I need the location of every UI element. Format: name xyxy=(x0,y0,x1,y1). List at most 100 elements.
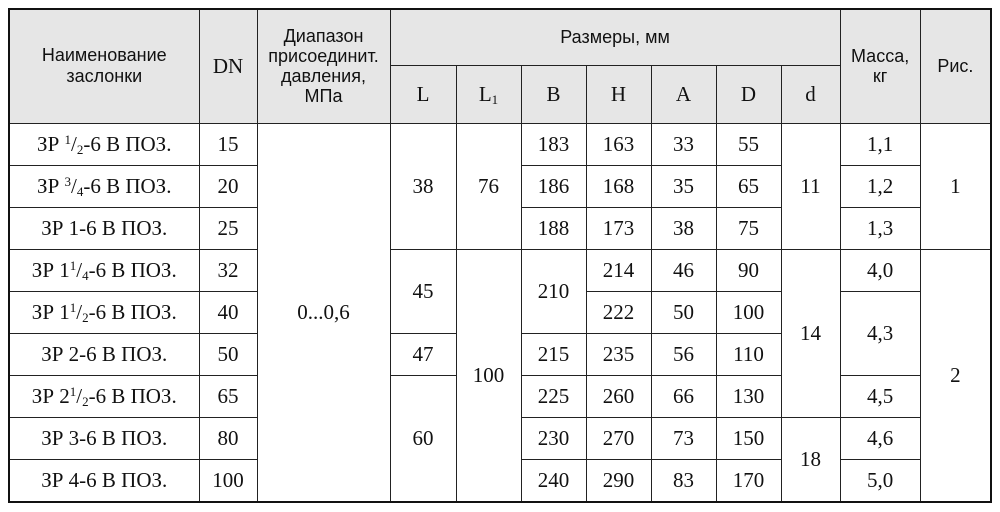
name-slash: / xyxy=(71,173,77,198)
cell-d: 18 xyxy=(780,417,841,503)
header-dimensions: Размеры, мм xyxy=(389,8,841,66)
header-dn: DN xyxy=(198,8,258,124)
cell-B: 210 xyxy=(520,248,587,335)
name-pre: ЗР xyxy=(37,173,65,198)
table-row: ЗР 11/4-6 В ПОЗ. 32 45 100 210 214 46 90… xyxy=(8,248,992,503)
cell-H: 168 xyxy=(585,164,652,208)
cell-mass: 1,1 xyxy=(839,122,921,166)
header-d: d xyxy=(780,64,841,124)
cell-B: 183 xyxy=(520,122,587,166)
header-L1-base: L xyxy=(478,81,492,106)
name-sup: 1 xyxy=(64,131,72,147)
cell-A: 46 xyxy=(650,248,717,293)
header-A: A xyxy=(650,64,717,124)
name-sub: 2 xyxy=(76,141,84,157)
cell-L: 60 xyxy=(389,375,457,503)
cell-d: 11 xyxy=(780,122,841,250)
name-slash: / xyxy=(71,131,77,156)
cell-B: 225 xyxy=(520,375,587,419)
name-sup: 1 xyxy=(69,384,77,400)
cell-mass: 4,5 xyxy=(839,375,921,419)
cell-H: 222 xyxy=(585,291,652,335)
name-pre: ЗР 1 xyxy=(31,300,70,325)
cell-L1: 100 xyxy=(455,248,522,503)
cell-dn: 15 xyxy=(198,122,258,166)
header-pressure-line3: давления, xyxy=(281,66,366,87)
name-sup: 3 xyxy=(64,173,72,189)
cell-L: 47 xyxy=(389,333,457,377)
cell-B: 215 xyxy=(520,333,587,377)
table-row: ЗР 21/2-6 В ПОЗ. 65 60 225 260 66 130 4,… xyxy=(8,375,991,503)
cell-A: 56 xyxy=(650,333,717,377)
name-sub: 4 xyxy=(82,267,89,283)
cell-A: 50 xyxy=(650,291,717,335)
cell-dn: 32 xyxy=(198,248,258,293)
header-pressure: Диапазон присоединит. давления, МПа xyxy=(256,8,391,124)
cell-D: 100 xyxy=(715,291,782,335)
name-post: -6 В ПОЗ. xyxy=(88,384,177,409)
cell-D: 130 xyxy=(715,375,782,419)
name-pre: ЗР 2 xyxy=(31,384,70,409)
name-post: -6 В ПОЗ. xyxy=(83,131,172,156)
header-name: Наименование заслонки xyxy=(8,8,200,124)
table-row: ЗР 2-6 В ПОЗ. 50 47 215 235 56 110 xyxy=(8,333,991,377)
header-mass-line2: кг xyxy=(872,66,888,87)
name-slash: / xyxy=(76,257,83,282)
name-sub: 2 xyxy=(82,394,89,410)
cell-H: 270 xyxy=(585,417,652,461)
cell-mass: 5,0 xyxy=(839,459,921,503)
cell-dn: 65 xyxy=(198,375,258,419)
cell-mass: 4,6 xyxy=(839,417,921,461)
cell-B: 230 xyxy=(520,417,587,461)
row-name: ЗР 21/2-6 В ПОЗ. xyxy=(8,375,200,419)
row-name: ЗР 4-6 В ПОЗ. xyxy=(8,459,200,503)
name-sub: 4 xyxy=(76,183,84,199)
cell-H: 163 xyxy=(585,122,652,166)
name-pre: ЗР 1 xyxy=(31,257,70,282)
cell-A: 35 xyxy=(650,164,717,208)
cell-L: 38 xyxy=(389,122,457,250)
cell-L1: 76 xyxy=(455,122,522,250)
cell-mass: 4,0 xyxy=(839,248,921,293)
header-B: B xyxy=(520,64,587,124)
cell-B: 240 xyxy=(520,459,587,503)
header-name-line1: Наименование xyxy=(41,45,167,66)
cell-dn: 80 xyxy=(198,417,258,461)
cell-D: 90 xyxy=(715,248,782,293)
cell-mass: 1,3 xyxy=(839,206,921,250)
name-sup: 1 xyxy=(69,257,77,273)
cell-mass: 1,2 xyxy=(839,164,921,208)
cell-pressure: 0...0,6 xyxy=(256,122,391,503)
cell-D: 170 xyxy=(715,459,782,503)
cell-D: 75 xyxy=(715,206,782,250)
name-slash: / xyxy=(76,300,83,325)
cell-mass: 4,3 xyxy=(839,291,921,377)
cell-D: 65 xyxy=(715,164,782,208)
name-post: -6 В ПОЗ. xyxy=(88,257,177,282)
row-name: ЗР 3/4-6 В ПОЗ. xyxy=(8,164,200,208)
row-name: ЗР 1-6 В ПОЗ. xyxy=(8,206,200,250)
cell-H: 260 xyxy=(585,375,652,419)
cell-H: 173 xyxy=(585,206,652,250)
name-sub: 2 xyxy=(82,310,89,326)
cell-A: 83 xyxy=(650,459,717,503)
header-mass-line1: Масса, xyxy=(850,46,910,67)
header-name-line2: заслонки xyxy=(66,66,143,87)
cell-B: 186 xyxy=(520,164,587,208)
row-name: ЗР 11/2-6 В ПОЗ. xyxy=(8,291,200,335)
header-L: L xyxy=(389,64,457,124)
table-row: ЗР 3/4-6 В ПОЗ. 20 186 168 35 65 1,2 xyxy=(8,164,991,208)
cell-H: 235 xyxy=(585,333,652,377)
cell-A: 33 xyxy=(650,122,717,166)
cell-dn: 50 xyxy=(198,333,258,377)
name-post: -6 В ПОЗ. xyxy=(83,173,172,198)
name-post: -6 В ПОЗ. xyxy=(88,300,177,325)
cell-dn: 20 xyxy=(198,164,258,208)
header-L1: L1 xyxy=(455,64,522,124)
table-row: ЗР 1/2-6 В ПОЗ. 15 0...0,6 38 76 183 163… xyxy=(8,122,992,503)
cell-figure: 1 xyxy=(919,122,992,250)
cell-L: 45 xyxy=(389,248,457,335)
cell-H: 214 xyxy=(585,248,652,293)
header-pressure-line4: МПа xyxy=(304,86,343,107)
table-row: ЗР 11/2-6 В ПОЗ. 40 222 50 100 4,3 xyxy=(8,291,991,377)
